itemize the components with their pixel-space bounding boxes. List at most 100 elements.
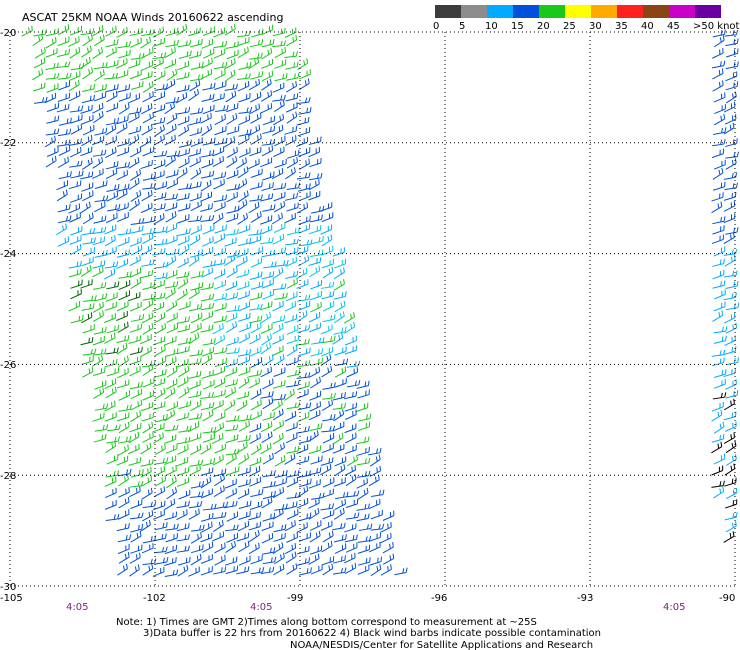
wind-barb xyxy=(176,522,190,532)
wind-barb xyxy=(140,458,154,467)
wind-barb xyxy=(92,310,104,323)
wind-barb xyxy=(166,365,178,378)
wind-barb xyxy=(332,443,345,454)
colorbar-swatch xyxy=(435,5,461,18)
wind-barb xyxy=(237,290,250,300)
wind-barb xyxy=(68,90,81,102)
wind-barb xyxy=(713,379,726,389)
wind-barb xyxy=(310,357,324,367)
wind-barb xyxy=(117,563,128,576)
wind-barb xyxy=(212,258,226,267)
wind-barb xyxy=(130,399,143,411)
wind-barb xyxy=(165,211,177,223)
wind-barb xyxy=(346,360,361,368)
wind-barb xyxy=(178,157,190,169)
wind-barb xyxy=(250,410,262,421)
wind-barb xyxy=(130,277,142,290)
wind-barb xyxy=(285,256,297,268)
wind-barb xyxy=(153,509,165,520)
wind-barb xyxy=(46,102,60,112)
wind-barb xyxy=(190,282,204,291)
wind-barb xyxy=(154,356,167,367)
wind-barb xyxy=(309,291,323,301)
wind-barb xyxy=(106,324,120,334)
wind-barb xyxy=(142,216,156,224)
wind-barb xyxy=(140,345,152,357)
wind-barb xyxy=(308,366,321,378)
wind-barb xyxy=(81,134,93,147)
wind-barb xyxy=(226,49,239,60)
wind-barb xyxy=(56,180,69,191)
wind-barb xyxy=(358,523,373,531)
wind-barb xyxy=(248,521,262,531)
wind-barb xyxy=(117,41,132,49)
wind-barb xyxy=(94,180,108,189)
wind-barb xyxy=(235,157,247,170)
wind-barb xyxy=(284,453,296,465)
wind-barb xyxy=(272,40,287,48)
colorbar-swatch xyxy=(669,5,695,18)
wind-barb xyxy=(249,432,261,444)
wind-barb xyxy=(68,70,81,82)
wind-barb xyxy=(358,413,372,422)
wind-barb xyxy=(248,57,260,70)
wind-barb xyxy=(284,520,296,532)
wind-barb xyxy=(725,81,739,91)
wind-barb xyxy=(308,409,321,421)
wind-barb xyxy=(116,342,128,355)
wind-barb xyxy=(152,423,165,433)
wind-barb xyxy=(296,310,308,323)
wind-barb xyxy=(296,498,309,509)
wind-barb xyxy=(116,455,129,466)
wind-barb xyxy=(44,135,56,148)
wind-barb xyxy=(308,507,320,520)
wind-barb xyxy=(153,238,168,246)
wind-barb xyxy=(712,167,724,180)
wind-barb xyxy=(225,415,240,422)
wind-barb xyxy=(369,465,381,477)
wind-barb xyxy=(190,224,202,236)
wind-barb xyxy=(140,466,152,478)
wind-barb xyxy=(152,432,164,444)
wind-barb xyxy=(142,233,154,245)
wind-barb xyxy=(334,258,347,269)
wind-barb xyxy=(334,378,347,388)
wind-barb xyxy=(68,268,82,278)
wind-barb xyxy=(152,57,164,69)
wind-barb xyxy=(82,67,94,80)
wind-barb xyxy=(57,156,69,168)
wind-barb xyxy=(189,432,202,443)
wind-barb xyxy=(261,58,274,69)
wind-barb xyxy=(272,334,284,345)
wind-barb xyxy=(356,513,370,522)
wind-barb xyxy=(213,233,226,244)
wind-barb xyxy=(202,104,215,115)
wind-barb xyxy=(130,169,142,181)
wind-barb xyxy=(273,191,286,202)
wind-barb xyxy=(164,58,177,69)
wind-barb xyxy=(70,193,83,203)
wind-barb xyxy=(723,398,735,411)
wind-barb xyxy=(202,541,214,553)
wind-barb xyxy=(238,500,252,509)
wind-barb xyxy=(165,378,178,390)
colorbar-label: 45 xyxy=(667,21,680,32)
wind-barb xyxy=(271,168,284,180)
wind-barb xyxy=(271,399,283,412)
wind-barb xyxy=(308,257,322,266)
wind-barb xyxy=(45,36,57,49)
wind-barb xyxy=(92,25,104,37)
wind-barb xyxy=(238,355,251,366)
wind-barb xyxy=(165,476,177,489)
wind-barb xyxy=(225,565,239,575)
wind-barb xyxy=(129,365,141,377)
wind-barb xyxy=(321,399,334,411)
longitude-labels: -105 -102 -99 -96 -93 -90 xyxy=(0,593,735,604)
colorbar-swatch xyxy=(461,5,487,18)
wind-barb xyxy=(226,156,238,168)
wind-barb xyxy=(711,192,724,202)
wind-barb xyxy=(176,466,190,476)
wind-barb xyxy=(260,224,273,235)
wind-barb xyxy=(164,336,177,346)
wind-barb xyxy=(261,249,276,258)
